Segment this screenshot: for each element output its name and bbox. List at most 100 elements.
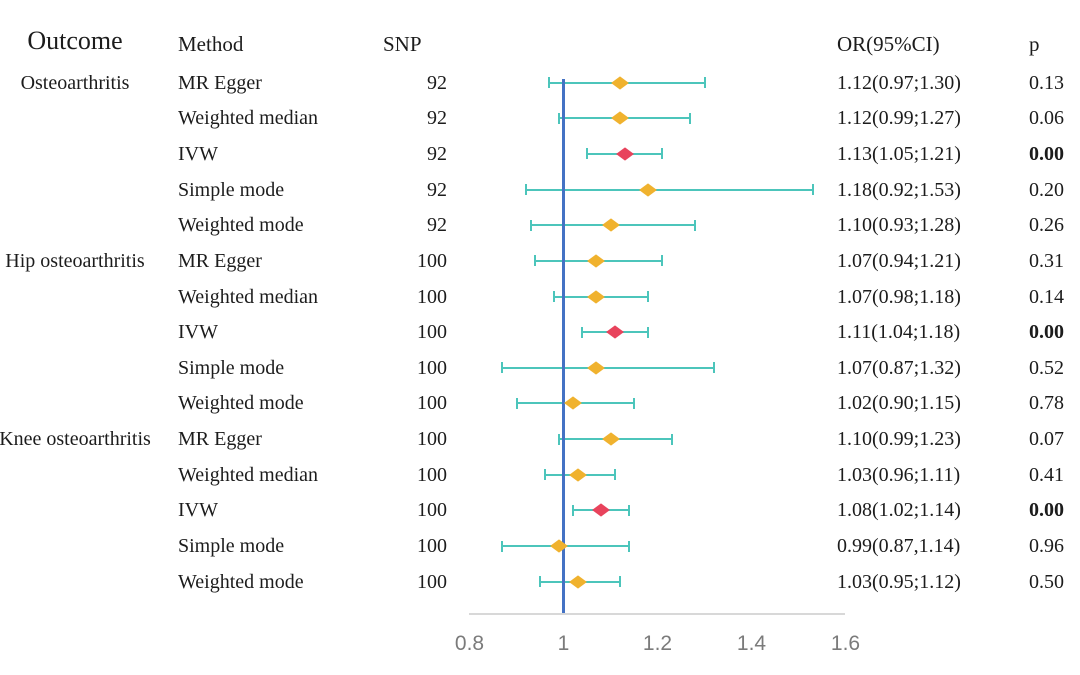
ci-whisker: [525, 188, 813, 191]
ci-cap-left: [501, 540, 504, 552]
outcome-label: Knee osteoarthritis: [0, 428, 151, 451]
or-marker: [601, 432, 620, 446]
snp-value: 92: [427, 178, 447, 201]
p-value: 0.20: [1029, 178, 1064, 201]
or-ci-value: 1.07(0.94;1.21): [837, 249, 961, 272]
or-ci-value: 1.11(1.04;1.18): [837, 321, 961, 344]
ci-cap-right: [614, 469, 617, 481]
or-marker: [587, 254, 606, 268]
or-marker: [568, 575, 587, 589]
or-marker: [592, 503, 611, 517]
method-label: MR Egger: [178, 428, 262, 451]
p-value: 0.78: [1029, 392, 1064, 415]
ci-cap-left: [529, 219, 532, 231]
method-label: IVW: [178, 499, 218, 522]
reference-line: [562, 79, 565, 613]
or-ci-value: 1.10(0.99;1.23): [837, 428, 961, 451]
ci-cap-left: [515, 397, 518, 409]
snp-value: 100: [417, 392, 447, 415]
snp-value: 92: [427, 214, 447, 237]
or-ci-value: 1.12(0.99;1.27): [837, 107, 961, 130]
x-axis-tick-label: 1: [557, 632, 570, 655]
ci-cap-right: [628, 504, 631, 516]
ci-cap-right: [661, 255, 664, 267]
p-value: 0.41: [1029, 463, 1064, 486]
ci-cap-right: [811, 184, 814, 196]
method-label: Simple mode: [178, 535, 285, 558]
ci-cap-right: [647, 326, 650, 338]
ci-cap-right: [712, 362, 715, 374]
or-marker: [549, 539, 568, 553]
or-ci-value: 1.03(0.96;1.11): [837, 463, 961, 486]
p-value: 0.14: [1029, 285, 1064, 308]
p-value: 0.26: [1029, 214, 1064, 237]
ci-cap-right: [628, 540, 631, 552]
column-header-p: p: [1029, 32, 1040, 56]
ci-cap-left: [524, 184, 527, 196]
snp-value: 100: [417, 249, 447, 272]
or-ci-value: 1.08(1.02;1.14): [837, 499, 961, 522]
x-axis-tick-label: 0.8: [454, 632, 485, 655]
x-axis-tick-label: 1.2: [642, 632, 673, 655]
p-value: 0.00: [1029, 499, 1064, 522]
or-ci-value: 1.18(0.92;1.53): [837, 178, 961, 201]
ci-cap-left: [534, 255, 537, 267]
p-value: 0.52: [1029, 356, 1064, 379]
method-label: Weighted mode: [178, 214, 304, 237]
or-ci-value: 1.07(0.98;1.18): [837, 285, 961, 308]
snp-value: 92: [427, 142, 447, 165]
p-value: 0.96: [1029, 535, 1064, 558]
p-value: 0.50: [1029, 570, 1064, 593]
or-marker: [606, 325, 625, 339]
ci-cap-left: [586, 148, 588, 160]
or-ci-value: 0.99(0.87,1.14): [837, 535, 961, 558]
or-marker: [610, 111, 629, 125]
ci-cap-left: [548, 77, 551, 89]
ci-cap-right: [633, 397, 635, 409]
or-marker: [563, 396, 582, 411]
snp-value: 92: [427, 71, 447, 94]
or-ci-value: 1.02(0.90;1.15): [837, 392, 961, 415]
ci-cap-left: [557, 112, 560, 124]
snp-value: 100: [417, 321, 447, 344]
column-header-outcome: Outcome: [27, 26, 123, 55]
or-marker: [615, 147, 634, 161]
p-value: 0.00: [1029, 321, 1064, 344]
column-header-or-ci: OR(95%CI): [837, 32, 940, 56]
snp-value: 100: [417, 285, 447, 308]
ci-cap-left: [581, 326, 584, 338]
p-value: 0.00: [1029, 142, 1064, 165]
column-header-snp: SNP: [383, 32, 422, 56]
x-axis-line: [469, 613, 845, 615]
ci-cap-right: [670, 433, 673, 445]
ci-cap-right: [689, 112, 692, 124]
or-ci-value: 1.13(1.05;1.21): [837, 142, 961, 165]
snp-value: 100: [417, 463, 447, 486]
ci-cap-left: [553, 291, 556, 303]
or-marker: [610, 76, 629, 90]
method-label: Weighted mode: [178, 570, 304, 593]
or-marker: [587, 361, 606, 375]
method-label: Simple mode: [178, 356, 285, 379]
or-ci-value: 1.12(0.97;1.30): [837, 71, 961, 94]
method-label: Weighted median: [178, 107, 319, 130]
method-label: MR Egger: [178, 249, 262, 272]
method-label: MR Egger: [178, 71, 262, 94]
snp-value: 100: [417, 570, 447, 593]
snp-value: 100: [417, 428, 447, 451]
ci-cap-left: [543, 469, 546, 481]
p-value: 0.07: [1029, 428, 1064, 451]
outcome-label: Osteoarthritis: [20, 71, 130, 94]
ci-cap-right: [661, 148, 664, 160]
ci-cap-left: [501, 362, 504, 374]
ci-cap-right: [647, 291, 650, 303]
p-value: 0.06: [1029, 107, 1064, 130]
method-label: Weighted median: [178, 285, 319, 308]
or-ci-value: 1.03(0.95;1.12): [837, 570, 961, 593]
snp-value: 92: [427, 107, 447, 130]
ci-cap-left: [557, 433, 560, 445]
or-marker: [568, 468, 587, 482]
method-label: IVW: [178, 321, 218, 344]
or-ci-value: 1.07(0.87;1.32): [837, 356, 961, 379]
